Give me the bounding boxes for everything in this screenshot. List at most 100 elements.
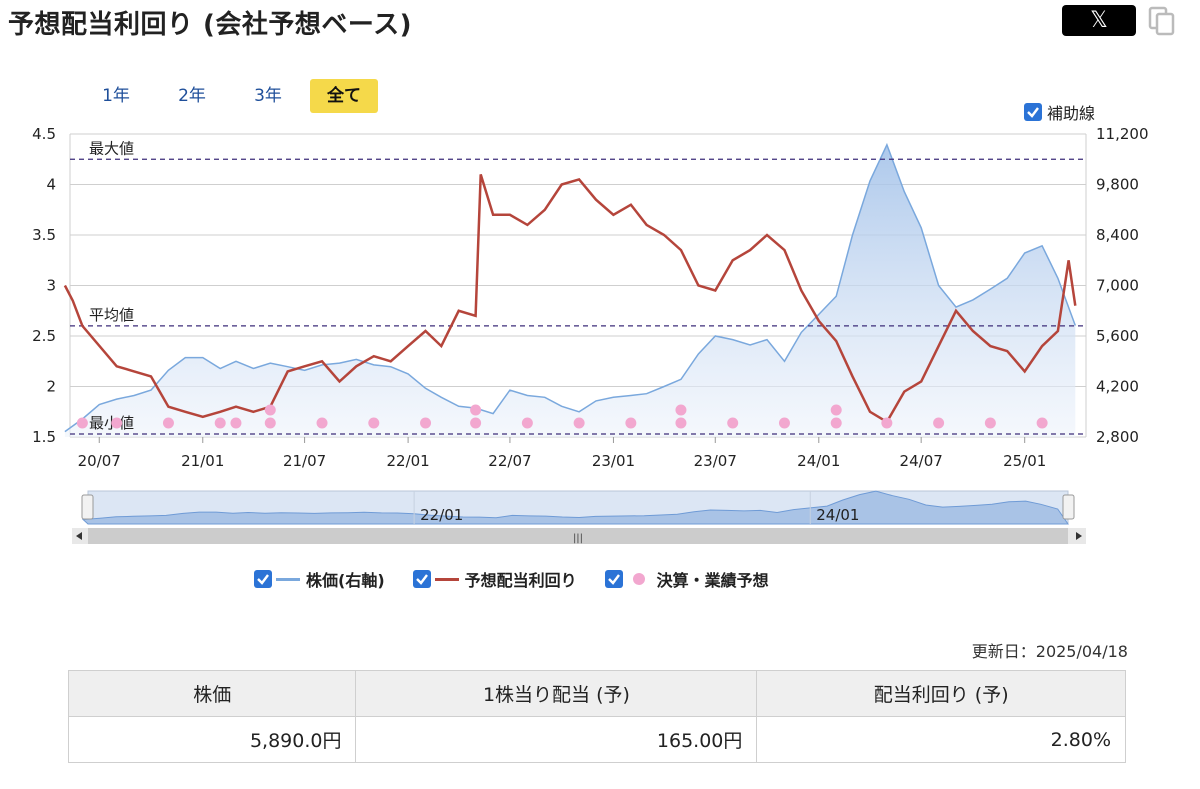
page-title: 予想配当利回り (会社予想ベース) [8,10,413,40]
header-price: 株価 [67,670,357,717]
tab-all[interactable]: 全て [310,79,378,113]
aux-lines-label: 補助線 [1047,104,1096,123]
y-left-tick-label: 1.5 [32,428,56,446]
earnings-event-dot [470,417,482,429]
updated-date: 更新日：2025/04/18 [971,642,1128,661]
range-tabs: 1年 2年 3年 全て [82,79,386,113]
stock-price-line [64,142,1077,433]
earnings-event-dot [470,404,482,416]
earnings-event-dot [984,417,996,429]
y-right-tick-label: 11,200 [1096,125,1149,143]
earnings-event-dot [573,417,585,429]
x-tick-label: 23/01 [592,452,635,470]
y-left-tick-label: 2 [46,378,56,396]
navigator-scrollbar-thumb[interactable] [88,528,1068,544]
earnings-event-dot [830,404,842,416]
earnings-event-dot [162,417,174,429]
navigator-label: 24/01 [816,506,859,524]
chart-navigator[interactable]: 22/01 24/01 ||| [0,488,1200,548]
legend-item-stock-price[interactable]: 株価(右軸) [254,567,385,591]
legend-label-dividend-yield: 予想配当利回り [464,571,577,590]
earnings-event-dot [675,404,687,416]
x-tick-label: 21/01 [181,452,224,470]
value-dividend: 165.00円 [355,716,758,763]
earnings-event-dot [420,417,432,429]
legend-swatch-stock-price [276,577,300,581]
y-left-tick-label: 4 [46,176,56,194]
y-left-tick-label: 3.5 [32,226,56,244]
y-right-tick-label: 4,200 [1096,378,1139,396]
earnings-event-dot [214,417,226,429]
tab-2-years[interactable]: 2年 [178,86,206,106]
earnings-event-dot [316,417,328,429]
legend-item-dividend-yield[interactable]: 予想配当利回り [412,567,577,591]
legend-swatch-earnings [632,573,645,585]
aux-lines-toggle[interactable]: 補助線 [1024,100,1095,124]
y-right-tick-label: 2,800 [1096,428,1139,446]
earnings-event-dot [778,417,790,429]
x-tick-label: 23/07 [694,452,737,470]
earnings-event-dot [368,417,380,429]
dividend-yield-line [63,174,1077,424]
earnings-event-dot [264,404,276,416]
check-icon [257,574,269,585]
navigator-handle-right[interactable] [1062,494,1075,520]
tab-3-years[interactable]: 3年 [254,86,282,106]
tab-1-year[interactable]: 1年 [102,86,130,106]
legend-label-earnings: 決算・業績予想 [656,571,769,590]
header-dividend: 1株当り配当 (予) [355,670,758,717]
x-tick-label: 25/01 [1003,452,1046,470]
y-right-tick-label: 8,400 [1096,226,1139,244]
legend-checkbox-earnings[interactable] [604,570,623,588]
reference-line-label: 最大値 [89,139,134,157]
y-right-tick-label: 5,600 [1096,327,1139,345]
y-left-tick-label: 3 [46,277,56,295]
x-tick-label: 24/07 [900,452,943,470]
earnings-event-dot [625,417,637,429]
x-tick-label: 22/01 [386,452,429,470]
y-left-tick-label: 2.5 [32,327,56,345]
earnings-event-dot [881,417,893,429]
scrollbar-grip-icon: ||| [573,533,583,544]
check-icon [415,574,428,585]
earnings-event-dot [76,417,88,429]
navigator-series-area [81,490,1069,525]
earnings-event-dot [111,417,123,429]
earnings-event-dot [675,417,687,429]
value-yield: 2.80% [756,716,1126,763]
legend-swatch-dividend-yield [434,577,459,581]
navigator-label: 22/01 [420,506,463,524]
chart-legend: 株価(右軸) 予想配当利回り 決算・業績予想 [254,567,797,591]
copy-icon[interactable] [1148,6,1176,36]
check-icon [1027,107,1039,118]
aux-lines-checkbox[interactable] [1024,103,1042,121]
header-yield: 配当利回り (予) [756,670,1126,717]
share-x-button[interactable]: 𝕏 [1062,5,1136,36]
earnings-event-dot [830,417,842,429]
navigator-handle-left[interactable] [81,494,94,520]
x-logo-icon: 𝕏 [1090,8,1108,33]
reference-line-label: 平均値 [89,306,134,324]
legend-label-stock-price: 株価(右軸) [306,571,385,590]
legend-item-earnings[interactable]: 決算・業績予想 [604,567,769,591]
check-icon [607,574,620,585]
dividend-yield-chart[interactable]: 1.5 2 2.5 3 3.5 4 4.5 2,800 4,200 5,600 7,000 8,400… [0,120,1200,475]
earnings-event-dot [230,417,242,429]
legend-checkbox-stock-price[interactable] [254,570,272,588]
y-right-tick-label: 9,800 [1096,176,1139,194]
scroll-right-arrow-icon[interactable] [1076,532,1082,540]
earnings-event-dot [1036,417,1048,429]
summary-table: 株価 1株当り配当 (予) 配当利回り (予) 5,890.0円 165.00円… [67,670,1126,763]
value-price: 5,890.0円 [67,716,357,763]
y-left-tick-label: 4.5 [32,125,56,143]
x-tick-label: 22/07 [488,452,531,470]
scroll-left-arrow-icon[interactable] [76,532,82,540]
legend-checkbox-dividend-yield[interactable] [412,570,431,588]
x-tick-label: 20/07 [78,452,121,470]
earnings-event-dot [933,417,945,429]
earnings-event-dot [264,417,276,429]
y-right-tick-label: 7,000 [1096,277,1139,295]
stock-price-area [64,144,1076,438]
x-tick-label: 24/01 [797,452,840,470]
earnings-event-dot [521,417,533,429]
